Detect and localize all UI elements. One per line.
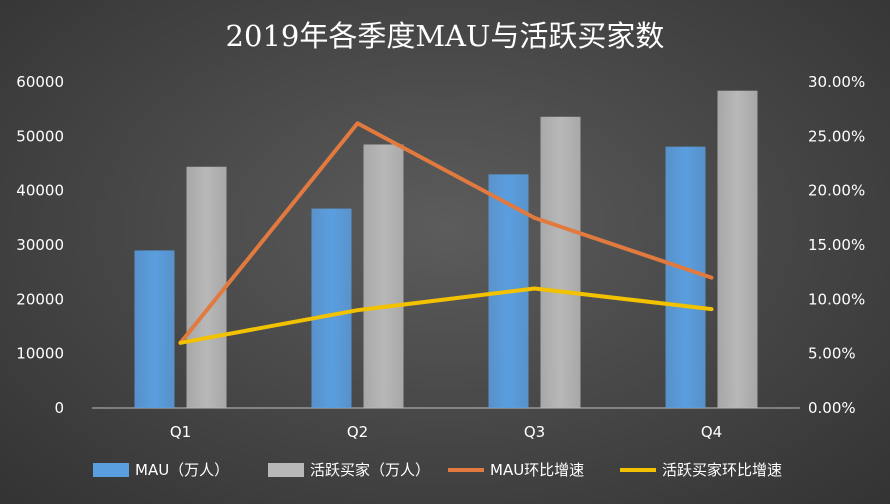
bar-active-buyers [717,90,758,409]
right-axis-ticks: 0.00% 5.00% 10.00% 15.00% 20.00% 25.00% 30.00% [808,73,865,417]
right-tick-label: 25.00% [808,127,865,145]
legend-label: 活跃买家环比增速 [662,461,782,479]
left-tick-label: 60000 [16,73,64,91]
legend-label: 活跃买家（万人） [310,461,430,479]
line-series [178,121,714,345]
x-tick-label: Q3 [524,423,545,441]
legend-label: MAU环比增速 [490,461,584,479]
legend-label: MAU（万人） [135,461,229,479]
chart-title: 2019年各季度MAU与活跃买家数 [226,19,665,53]
bar-active-buyers [540,116,581,409]
right-tick-label: 15.00% [808,236,865,254]
bar-active-buyers [363,144,404,408]
x-axis-ticks: Q1 Q2 Q3 Q4 [170,423,722,441]
legend-swatch [268,463,304,477]
left-tick-label: 10000 [16,345,64,363]
bar-active-buyers [186,166,227,408]
left-tick-label: 30000 [16,236,64,254]
bar-mau [665,146,706,408]
line-mau-growth [178,121,714,345]
right-tick-label: 5.00% [808,345,856,363]
x-tick-label: Q1 [170,423,191,441]
x-tick-label: Q4 [701,423,722,441]
bar-mau [311,208,352,408]
right-tick-label: 30.00% [808,73,865,91]
left-axis-ticks: 0 10000 20000 30000 40000 50000 60000 [16,73,64,417]
right-tick-label: 10.00% [808,290,865,308]
bar-mau [134,250,175,408]
right-tick-label: 20.00% [808,182,865,200]
left-tick-label: 20000 [16,290,64,308]
left-tick-label: 40000 [16,182,64,200]
bar-series [134,90,758,409]
right-tick-label: 0.00% [808,399,856,417]
x-tick-label: Q2 [347,423,368,441]
legend-swatch [93,463,129,477]
left-tick-label: 50000 [16,127,64,145]
left-tick-label: 0 [54,399,64,417]
line-active-buyers-growth [178,286,714,345]
legend: MAU（万人） 活跃买家（万人） MAU环比增速 活跃买家环比增速 [93,461,782,479]
